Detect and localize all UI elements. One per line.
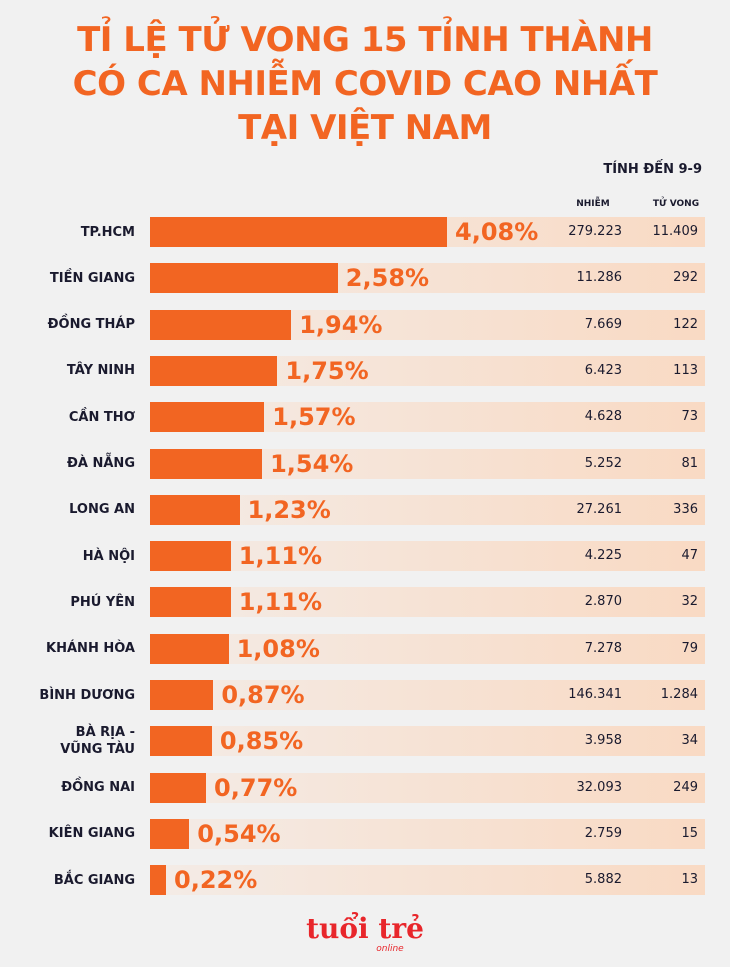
value-label: 1,94% [299, 310, 383, 339]
row-band [150, 680, 705, 710]
category-label: HÀ NỘI [82, 548, 135, 564]
value-label: 1,23% [247, 495, 331, 524]
row-band [150, 541, 705, 572]
value-label: 0,87% [221, 681, 305, 709]
bar [150, 494, 240, 525]
bar [150, 402, 265, 433]
bar [150, 726, 212, 757]
bar [150, 448, 263, 479]
row-band [150, 818, 705, 849]
deaths-cell: 122 [673, 316, 698, 332]
deaths-cell: 292 [673, 270, 698, 286]
bar [150, 680, 214, 710]
category-label: BÌNH DƯƠNG [39, 687, 135, 703]
logo: tuổi trẻ [306, 912, 424, 945]
deaths-cell: 32 [681, 594, 698, 610]
category-label: CẦN THƠ [68, 409, 135, 425]
value-label: 0,22% [174, 866, 258, 895]
value-label: 2,58% [345, 264, 430, 293]
infected-cell: 7.669 [584, 316, 622, 332]
category-label: BÀ RỊA - VŨNG TÀU [60, 725, 135, 758]
value-label: 1,54% [270, 449, 354, 478]
row-band [150, 772, 705, 803]
category-label: KIÊN GIANG [48, 826, 135, 842]
value-label: 0,54% [197, 819, 281, 848]
deaths-cell: 79 [681, 640, 698, 656]
column-header: NHIỄM [576, 199, 610, 209]
infected-cell: 7.278 [584, 640, 622, 656]
bar [150, 633, 229, 664]
value-label: 1,75% [285, 356, 369, 385]
deaths-cell: 73 [681, 409, 698, 425]
deaths-cell: 336 [673, 501, 698, 517]
category-label: TÂY NINH [66, 363, 135, 379]
infected-cell: 6.423 [584, 362, 622, 378]
bar [150, 587, 231, 618]
bar [150, 355, 278, 386]
deaths-cell: 81 [681, 455, 698, 471]
category-label: TP.HCM [80, 224, 135, 240]
value-label: 4,08% [455, 218, 539, 246]
value-label: 1,11% [238, 588, 323, 617]
deaths-cell: 249 [673, 779, 698, 795]
deaths-cell: 1.284 [660, 687, 698, 702]
bar [150, 772, 207, 803]
infected-cell: 2.870 [584, 594, 622, 610]
deaths-cell: 13 [681, 872, 698, 888]
infected-cell: 32.093 [576, 779, 623, 795]
infected-cell: 2.759 [584, 825, 622, 841]
infected-cell: 279.223 [568, 224, 622, 239]
row-band [150, 865, 705, 896]
infected-cell: 5.252 [584, 455, 622, 471]
category-label: ĐỒNG NAI [61, 780, 135, 796]
infected-cell: 4.628 [584, 409, 622, 425]
logo-sub: online [376, 944, 404, 954]
infected-cell: 11.286 [576, 270, 623, 286]
infected-cell: 4.225 [584, 548, 622, 564]
deaths-cell: 34 [681, 733, 698, 749]
deaths-cell: 47 [681, 548, 698, 564]
value-label: 1,08% [236, 634, 320, 663]
row-band [150, 494, 705, 525]
deaths-cell: 113 [673, 362, 698, 378]
category-label: TIỀN GIANG [49, 270, 135, 286]
deaths-cell: 11.409 [652, 224, 699, 239]
row-band [150, 633, 705, 664]
bar [150, 309, 292, 340]
bar [150, 541, 231, 572]
deaths-cell: 15 [681, 825, 698, 841]
row-band [150, 726, 705, 757]
row-band [150, 587, 705, 618]
infected-cell: 3.958 [584, 733, 622, 749]
infected-cell: 27.261 [576, 501, 623, 517]
category-label: PHÚ YÊN [70, 594, 135, 610]
value-label: 1,57% [272, 403, 356, 432]
subtitle: TÍNH ĐẾN 9-9 [603, 162, 702, 177]
category-label: ĐÀ NẴNG [67, 456, 135, 471]
value-label: 0,77% [214, 773, 298, 802]
infected-cell: 146.341 [568, 687, 622, 702]
bar [150, 865, 166, 896]
bar [150, 263, 338, 294]
category-label: BẮC GIANG [53, 872, 135, 888]
title: TỈ LỆ TỬ VONG 15 TỈNH THÀNH CÓ CA NHIỄM … [72, 20, 658, 148]
category-label: ĐỒNG THÁP [47, 317, 135, 333]
infected-cell: 5.882 [584, 872, 622, 888]
bar [150, 217, 447, 247]
category-label: LONG AN [69, 502, 135, 518]
value-label: 0,85% [219, 727, 304, 756]
category-label: KHÁNH HÒA [46, 641, 135, 657]
bar [150, 818, 190, 849]
value-label: 1,11% [238, 542, 323, 571]
column-header: TỬ VONG [652, 199, 700, 209]
